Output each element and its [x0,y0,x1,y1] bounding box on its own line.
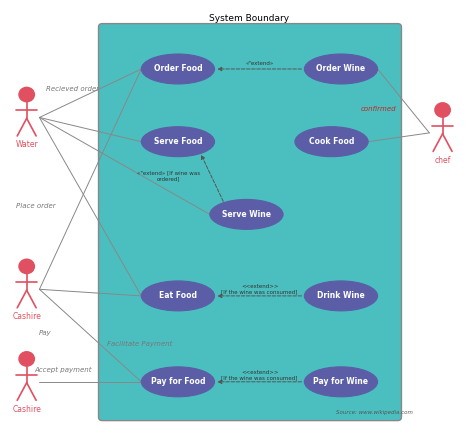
Ellipse shape [210,199,283,229]
Text: <<extend>>
[If the wine was consumed]: <<extend>> [If the wine was consumed] [221,284,298,295]
Text: Cashire: Cashire [12,404,41,414]
Text: «"extend»: «"extend» [246,61,274,66]
Text: Facilitate Payment: Facilitate Payment [108,341,173,347]
Ellipse shape [141,281,215,311]
Text: Cashire: Cashire [12,312,41,321]
Ellipse shape [304,281,378,311]
Text: Serve Wine: Serve Wine [222,210,271,219]
Ellipse shape [295,127,368,156]
Circle shape [19,259,34,274]
Text: Water: Water [15,140,38,149]
Text: <<extend>>
[If the wine was consumed]: <<extend>> [If the wine was consumed] [221,370,298,381]
Text: Pay for Food: Pay for Food [151,377,205,386]
Text: «"extend» [If wine was
ordered]: «"extend» [If wine was ordered] [137,170,200,181]
Ellipse shape [141,54,215,84]
Circle shape [19,88,34,102]
Text: Pay: Pay [39,330,52,336]
Text: confirmed: confirmed [361,106,397,112]
Text: chef: chef [434,156,451,165]
Text: Drink Wine: Drink Wine [317,291,365,301]
Text: System Boundary: System Boundary [209,14,289,23]
Text: Order Food: Order Food [154,65,202,73]
Text: Serve Food: Serve Food [154,137,202,146]
Text: Place order: Place order [16,202,56,209]
Text: Cook Food: Cook Food [309,137,354,146]
Ellipse shape [304,54,378,84]
Text: Pay for Wine: Pay for Wine [313,377,368,386]
Text: Source: www.wikipedia.com: Source: www.wikipedia.com [336,410,412,415]
Text: Accept payment: Accept payment [34,366,92,373]
Circle shape [435,103,450,117]
FancyBboxPatch shape [99,23,401,421]
Ellipse shape [141,127,215,156]
Circle shape [19,352,34,366]
Ellipse shape [141,367,215,397]
Ellipse shape [304,367,378,397]
Text: Order Wine: Order Wine [317,65,365,73]
Text: Recieved order: Recieved order [46,86,99,92]
Text: Eat Food: Eat Food [159,291,197,301]
